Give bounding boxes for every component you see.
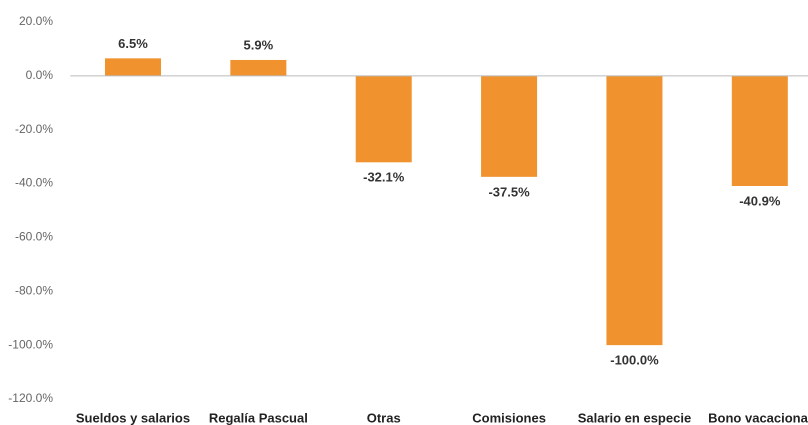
y-tick-label: -60.0% — [15, 230, 53, 244]
y-tick-label: -100.0% — [8, 337, 53, 351]
y-tick-label: -120.0% — [8, 391, 53, 405]
y-tick-label: 0.0% — [26, 68, 54, 82]
y-tick-label: -40.0% — [15, 176, 53, 190]
value-label: -40.9% — [739, 193, 781, 208]
x-tick-label: Comisiones — [472, 410, 546, 425]
bar — [104, 58, 161, 76]
bar — [606, 75, 663, 346]
value-label: 5.9% — [244, 37, 274, 52]
bar — [481, 75, 538, 177]
x-tick-label: Salario en especie — [578, 410, 691, 425]
x-tick-label: Regalía Pascual — [209, 410, 308, 425]
y-tick-label: -80.0% — [15, 283, 53, 297]
value-label: 6.5% — [118, 36, 148, 51]
x-tick-label: Bono vacacional — [708, 410, 808, 425]
y-tick-label: -20.0% — [15, 122, 53, 136]
value-label: -37.5% — [488, 184, 530, 199]
x-tick-label: Otras — [367, 410, 401, 425]
bar — [355, 75, 412, 163]
bar — [230, 59, 287, 76]
y-tick-label: 20.0% — [19, 14, 53, 28]
bar — [731, 75, 788, 186]
x-tick-label: Sueldos y salarios — [76, 410, 190, 425]
value-label: -32.1% — [363, 170, 405, 185]
value-label: -100.0% — [610, 353, 659, 368]
